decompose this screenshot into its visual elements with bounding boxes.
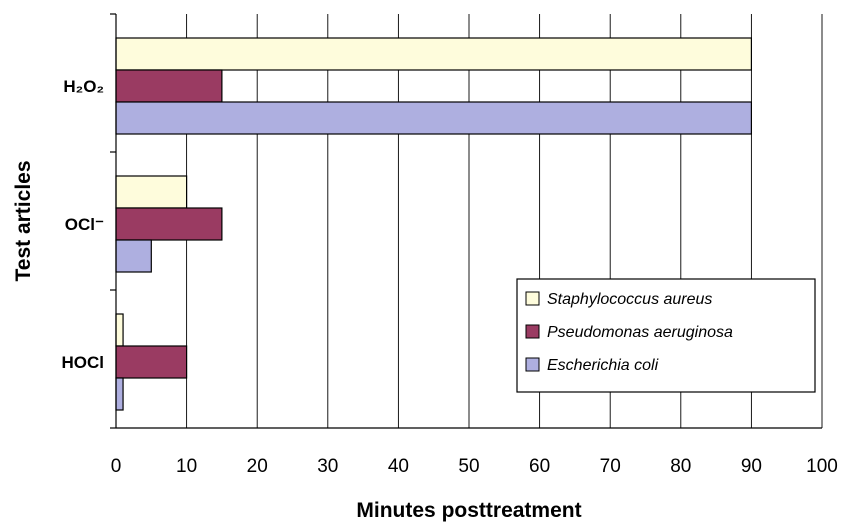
- category-labels: H₂O₂ OCl⁻ HOCl: [62, 77, 105, 372]
- bar: [115, 37, 753, 71]
- y-axis-title: Test articles: [12, 160, 35, 281]
- legend: Staphylococcus aureus Pseudomonas aerugin…: [516, 278, 816, 393]
- legend-label: Pseudomonas aeruginosa: [547, 324, 733, 341]
- legend-swatch: [525, 324, 540, 339]
- bar: [115, 313, 124, 347]
- bars: [115, 37, 753, 411]
- tick-marks: [110, 13, 116, 429]
- bar: [115, 207, 223, 241]
- x-tick-label: 30: [317, 456, 338, 477]
- x-tick-label: 40: [388, 456, 409, 477]
- x-tick-label: 60: [529, 456, 550, 477]
- bar: [115, 345, 188, 379]
- x-tick-label: 10: [176, 456, 197, 477]
- category-label: H₂O₂: [63, 77, 104, 96]
- bar: [115, 175, 188, 209]
- x-tick-label: 100: [806, 456, 838, 477]
- x-tick-label: 20: [247, 456, 268, 477]
- x-axis-title: Minutes posttreatment: [356, 499, 581, 522]
- x-tick-label: 80: [670, 456, 691, 477]
- bar: [115, 377, 124, 411]
- legend-label: Escherichia coli: [547, 357, 659, 374]
- bar: [115, 69, 223, 103]
- bar: [115, 239, 152, 273]
- category-label: OCl⁻: [65, 215, 104, 234]
- legend-box: [516, 278, 816, 393]
- x-tick-label: 0: [111, 456, 122, 477]
- bar: [115, 101, 753, 135]
- x-tick-label: 70: [600, 456, 621, 477]
- category-label: HOCl: [62, 353, 105, 372]
- legend-label: Staphylococcus aureus: [547, 291, 712, 308]
- x-tick-labels: 0 10 20 30 40 50 60 70 80 90 100: [111, 456, 838, 477]
- axes: [115, 14, 822, 429]
- x-tick-label: 50: [458, 456, 479, 477]
- x-tick-label: 90: [741, 456, 762, 477]
- legend-swatch: [525, 357, 540, 372]
- grid-lines: [186, 14, 823, 428]
- legend-swatch: [525, 291, 540, 306]
